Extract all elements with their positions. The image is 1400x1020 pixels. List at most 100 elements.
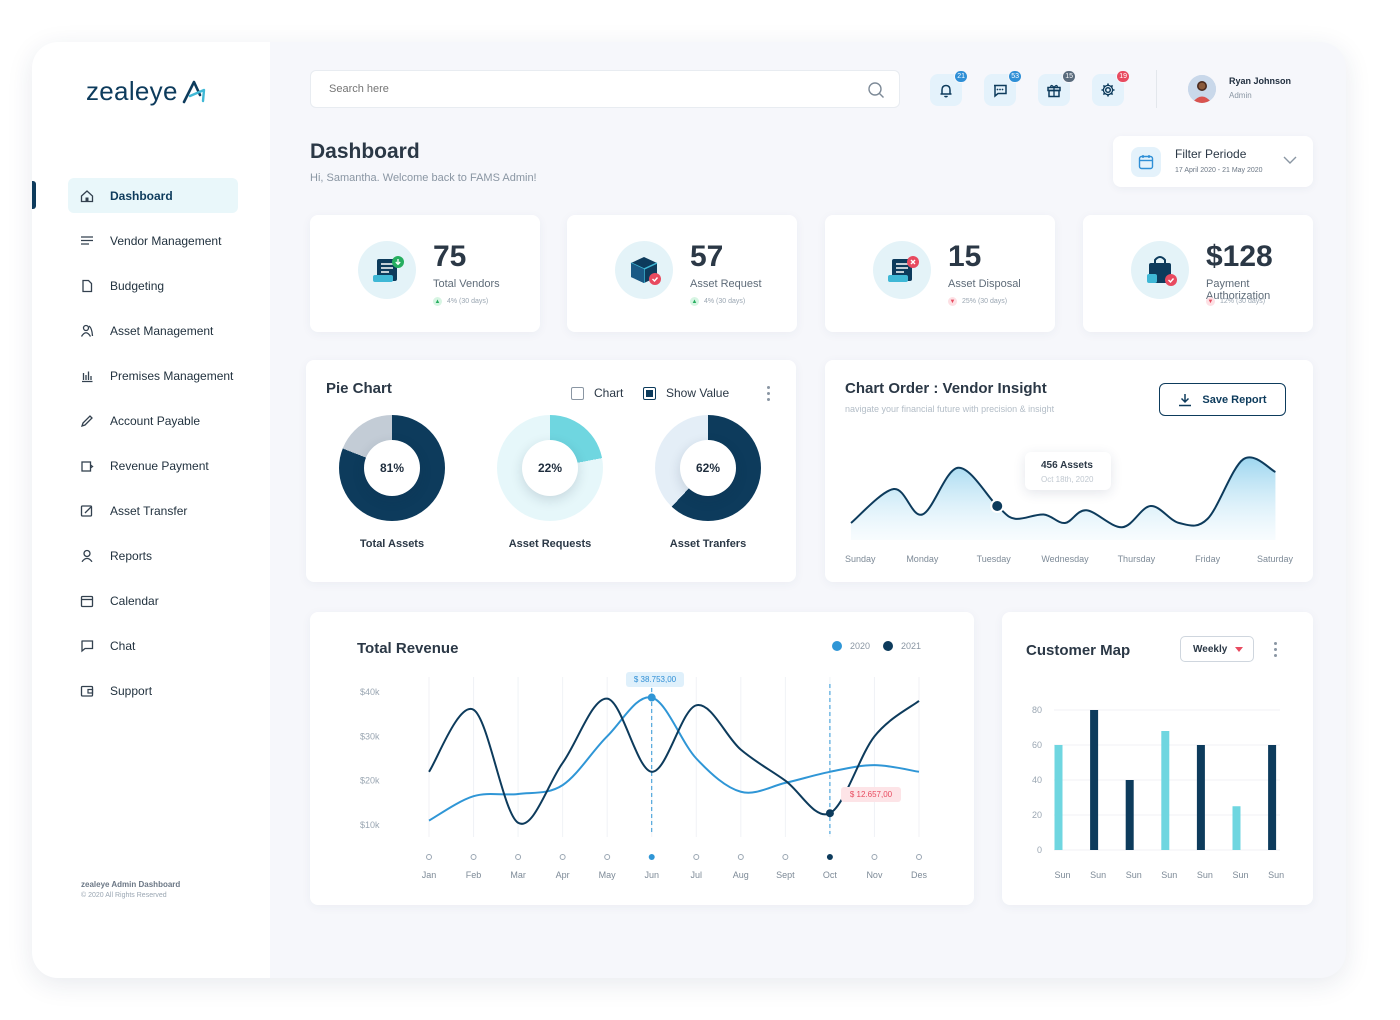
sidebar-item-calendar[interactable]: Calendar	[68, 583, 238, 618]
more-options-icon[interactable]	[767, 386, 770, 401]
sidebar-item-revenue-payment[interactable]: Revenue Payment	[68, 448, 238, 483]
month-dot[interactable]	[559, 854, 566, 860]
sidebar-item-dashboard[interactable]: Dashboard	[32, 178, 238, 213]
y-tick-label: $10k	[360, 820, 380, 830]
legend-dot	[832, 641, 842, 651]
month-dot[interactable]	[782, 854, 789, 860]
weekly-dropdown[interactable]: Weekly	[1180, 636, 1254, 662]
month-dot[interactable]	[693, 854, 700, 860]
total-revenue-title: Total Revenue	[357, 640, 459, 657]
stat-label: Total Vendors	[433, 278, 500, 290]
search-icon[interactable]	[867, 81, 885, 99]
checkbox-box-checked[interactable]	[643, 386, 656, 400]
customer-bar-chart: 0 20 40 60 80 Sun Sun Sun Sun Sun Sun Sun	[1032, 705, 1284, 880]
bar[interactable]	[1054, 745, 1063, 850]
x-tick-label: Sun	[1161, 870, 1177, 880]
bar[interactable]	[1268, 745, 1277, 850]
avatar[interactable]	[1188, 75, 1216, 103]
gift-icon	[1047, 84, 1061, 98]
sidebar-item-vendor-management[interactable]: Vendor Management	[68, 223, 238, 258]
month-dot[interactable]	[871, 854, 878, 860]
shopping-bag-icon	[1131, 241, 1189, 299]
month-dot[interactable]	[604, 854, 611, 860]
notification-badge: 21	[954, 70, 968, 83]
bar[interactable]	[1196, 745, 1205, 850]
chart-tooltip: 456 Assets Oct 18th, 2020	[1025, 452, 1111, 490]
stat-card-asset-disposal[interactable]: 15 Asset Disposal ▼ 25% (30 days)	[825, 215, 1055, 332]
month-dot[interactable]	[737, 854, 744, 860]
donut-total-assets[interactable]: 81%	[339, 415, 445, 521]
sidebar-item-premises-management[interactable]: Premises Management	[68, 358, 238, 393]
chart-checkbox[interactable]: Chart	[571, 386, 623, 400]
message-button[interactable]: 53	[984, 70, 1022, 106]
sidebar-item-label: Budgeting	[110, 278, 165, 293]
gear-button[interactable]: 19	[1092, 70, 1130, 106]
brand-name: zealeye	[86, 76, 178, 106]
sidebar-item-chat[interactable]: Chat	[68, 628, 238, 663]
stat-card-asset-request[interactable]: 57 Asset Request ▲ 4% (30 days)	[567, 215, 797, 332]
calendar-icon	[80, 594, 94, 608]
sidebar-item-asset-transfer[interactable]: Asset Transfer	[68, 493, 238, 528]
stat-trend-text: 12% (30 days)	[1220, 298, 1266, 305]
legend-2020[interactable]: 2020	[832, 641, 870, 651]
area-line	[850, 456, 1276, 529]
sidebar-item-reports[interactable]: Reports	[68, 538, 238, 573]
donut-asset-requests[interactable]: 22%	[497, 415, 603, 521]
sidebar-item-budgeting[interactable]: Budgeting	[68, 268, 238, 303]
x-tick-label: Wednesday	[1041, 554, 1089, 564]
low-point[interactable]	[825, 809, 834, 818]
revenue-tooltip-high: $ 38.753,00	[626, 672, 684, 687]
stat-card-payment-authorization[interactable]: $128 Payment Authorization ▼ 12% (30 days)	[1083, 215, 1313, 332]
x-tick-label: Sun	[1197, 870, 1213, 880]
peak-point[interactable]	[647, 693, 656, 702]
stat-value: 57	[690, 240, 724, 273]
main-content: 21 53 15 19 Ryan Johnson Admin Dashboard Hi…	[270, 42, 1346, 978]
pencil-icon	[80, 414, 94, 428]
chart-checkbox-label: Chart	[594, 386, 624, 400]
bar[interactable]	[1125, 780, 1134, 850]
sidebar-item-support[interactable]: Support	[68, 673, 238, 708]
more-options-icon[interactable]	[1274, 642, 1277, 657]
sidebar-item-account-payable[interactable]: Account Payable	[68, 403, 238, 438]
bar[interactable]	[1161, 731, 1170, 850]
bar[interactable]	[1090, 710, 1099, 850]
user-name[interactable]: Ryan Johnson	[1229, 76, 1292, 86]
month-dot[interactable]	[916, 854, 922, 860]
download-icon	[1179, 393, 1192, 406]
search-box[interactable]	[310, 70, 900, 108]
y-tick-label: 80	[1032, 705, 1042, 715]
donut-label: Asset Requests	[508, 538, 592, 550]
notification-badge: 53	[1008, 70, 1022, 83]
show-value-checkbox[interactable]: Show Value	[643, 386, 729, 400]
donut-value: 62%	[680, 440, 736, 496]
sidebar-item-label: Premises Management	[110, 368, 234, 383]
month-dot[interactable]	[426, 854, 432, 860]
sidebar-item-asset-management[interactable]: Asset Management	[68, 313, 238, 348]
x-tick-label: Jun	[644, 870, 659, 880]
filter-period-dropdown[interactable]: Filter Periode 17 April 2020 - 21 May 20…	[1113, 136, 1313, 187]
month-dot[interactable]	[470, 854, 477, 860]
month-dot[interactable]	[648, 854, 655, 860]
donut-asset-tranfers[interactable]: 62%	[655, 415, 761, 521]
bar[interactable]	[1232, 806, 1241, 850]
stat-value: 15	[948, 240, 982, 273]
month-dot[interactable]	[515, 854, 522, 860]
x-tick-label: Sunday	[845, 554, 876, 564]
highlight-point[interactable]	[992, 501, 1003, 511]
logo[interactable]: zealeye	[86, 76, 208, 107]
pie-chart-title: Pie Chart	[326, 380, 392, 397]
save-report-button[interactable]: Save Report	[1159, 383, 1286, 416]
bell-button[interactable]: 21	[930, 70, 968, 106]
x-tick-label: Sun	[1090, 870, 1106, 880]
month-dot[interactable]	[826, 854, 833, 860]
search-input[interactable]	[329, 83, 849, 95]
checkbox-box[interactable]	[571, 386, 584, 400]
series-line-2021	[428, 697, 920, 825]
home-icon	[80, 189, 94, 203]
legend-2021[interactable]: 2021	[883, 641, 921, 651]
stat-card-total-vendors[interactable]: 75 Total Vendors ▲ 4% (30 days)	[310, 215, 540, 332]
vendors-icon	[358, 241, 416, 299]
donut-label: Asset Tranfers	[669, 538, 747, 550]
gift-button[interactable]: 15	[1038, 70, 1076, 106]
x-tick-label: Saturday	[1257, 554, 1294, 564]
